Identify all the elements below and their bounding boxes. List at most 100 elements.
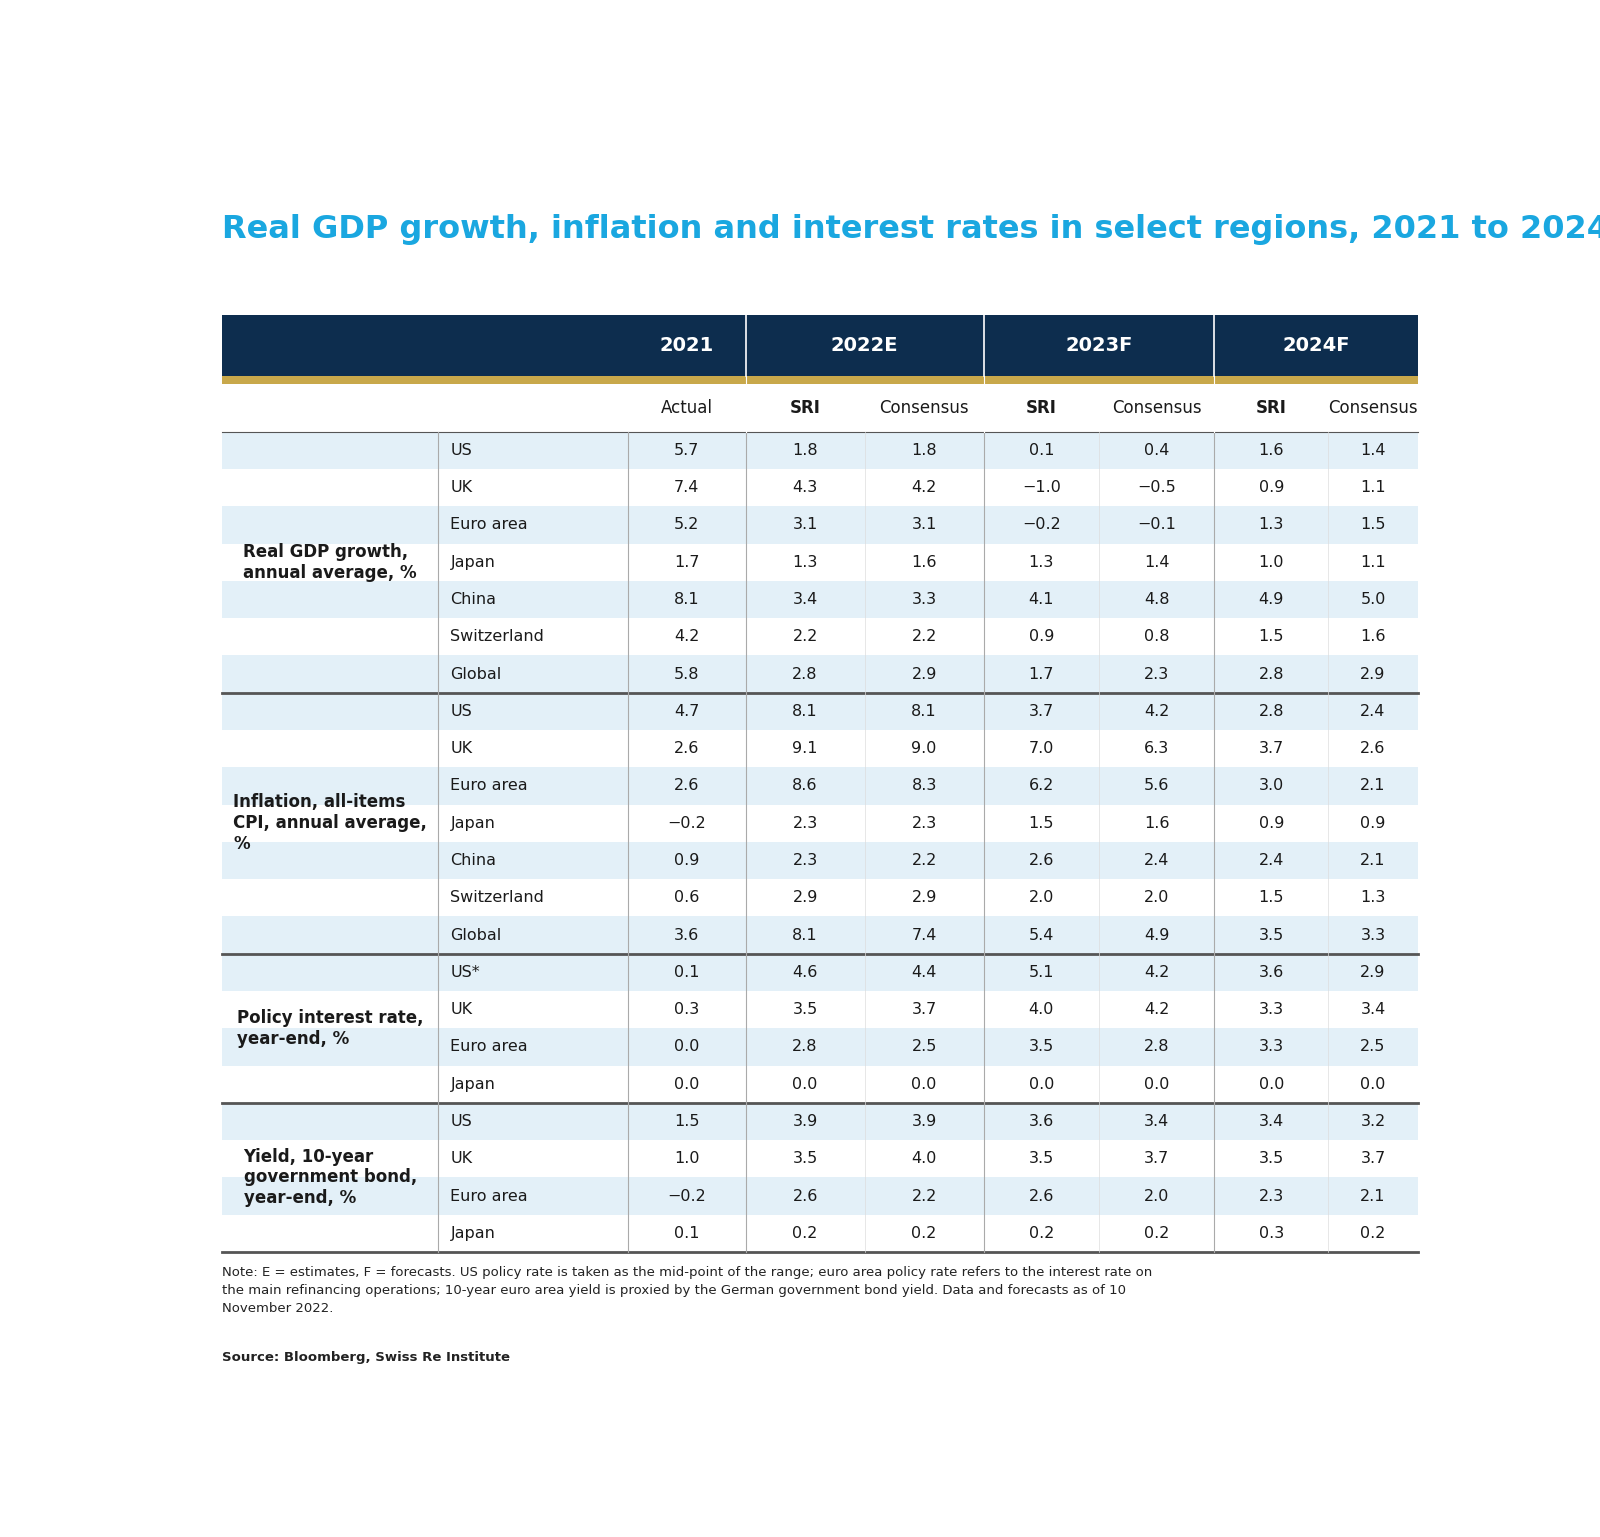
Text: 3.3: 3.3: [912, 592, 936, 607]
Text: 0.0: 0.0: [1259, 1077, 1285, 1091]
Bar: [222, 315, 1418, 377]
Text: 3.4: 3.4: [1144, 1114, 1170, 1130]
Bar: [222, 804, 1418, 842]
Text: 4.6: 4.6: [792, 965, 818, 981]
Text: 2021: 2021: [659, 337, 714, 355]
Text: −0.1: −0.1: [1138, 518, 1176, 532]
Text: 1.0: 1.0: [674, 1151, 699, 1167]
Bar: [222, 991, 1418, 1028]
Text: 3.7: 3.7: [912, 1002, 936, 1017]
Text: Global: Global: [451, 667, 502, 681]
Text: 4.0: 4.0: [1029, 1002, 1054, 1017]
Text: 2023F: 2023F: [1066, 337, 1133, 355]
Text: 2.1: 2.1: [1360, 1188, 1386, 1203]
Text: 8.1: 8.1: [792, 704, 818, 719]
Text: 7.4: 7.4: [912, 927, 938, 942]
Bar: [222, 655, 1418, 693]
Text: 2.3: 2.3: [792, 853, 818, 868]
Text: 0.3: 0.3: [674, 1002, 699, 1017]
Text: Japan: Japan: [451, 555, 496, 570]
Text: SRI: SRI: [790, 400, 821, 417]
Text: 0.8: 0.8: [1144, 629, 1170, 644]
Text: 0.0: 0.0: [792, 1077, 818, 1091]
Text: 1.6: 1.6: [1360, 629, 1386, 644]
Bar: [222, 506, 1418, 544]
Text: 3.5: 3.5: [792, 1002, 818, 1017]
Text: Source: Bloomberg, Swiss Re Institute: Source: Bloomberg, Swiss Re Institute: [222, 1351, 510, 1365]
Text: 1.3: 1.3: [1360, 890, 1386, 905]
Text: 5.1: 5.1: [1029, 965, 1054, 981]
Bar: [222, 1028, 1418, 1065]
Text: 8.6: 8.6: [792, 778, 818, 793]
Text: 2.9: 2.9: [912, 890, 938, 905]
Bar: [222, 1140, 1418, 1177]
Text: 2.8: 2.8: [1144, 1039, 1170, 1054]
Text: 1.1: 1.1: [1360, 480, 1386, 495]
Text: Actual: Actual: [661, 400, 712, 417]
Text: 2.8: 2.8: [1259, 667, 1285, 681]
Text: 1.3: 1.3: [1259, 518, 1285, 532]
Text: 4.2: 4.2: [1144, 1002, 1170, 1017]
Text: 7.4: 7.4: [674, 480, 699, 495]
Text: 3.6: 3.6: [1029, 1114, 1054, 1130]
Text: Japan: Japan: [451, 816, 496, 830]
Text: 2.3: 2.3: [912, 816, 936, 830]
Bar: [222, 544, 1418, 581]
Text: Japan: Japan: [451, 1227, 496, 1240]
Text: 3.3: 3.3: [1259, 1039, 1283, 1054]
Text: 0.0: 0.0: [912, 1077, 938, 1091]
Text: 0.9: 0.9: [674, 853, 699, 868]
Text: 3.3: 3.3: [1259, 1002, 1283, 1017]
Text: UK: UK: [451, 1002, 472, 1017]
Text: 3.5: 3.5: [1259, 1151, 1283, 1167]
Bar: [222, 384, 1418, 432]
Text: US: US: [451, 704, 472, 719]
Text: 1.5: 1.5: [1259, 890, 1285, 905]
Text: 4.2: 4.2: [912, 480, 938, 495]
Text: 2.6: 2.6: [1360, 741, 1386, 756]
Text: 5.7: 5.7: [674, 443, 699, 458]
Text: 0.0: 0.0: [674, 1077, 699, 1091]
Text: UK: UK: [451, 480, 472, 495]
Text: UK: UK: [451, 741, 472, 756]
Text: 4.2: 4.2: [1144, 704, 1170, 719]
Text: 4.9: 4.9: [1144, 927, 1170, 942]
Bar: [222, 842, 1418, 879]
Text: 2.9: 2.9: [792, 890, 818, 905]
Text: 3.0: 3.0: [1259, 778, 1283, 793]
Text: 0.9: 0.9: [1360, 816, 1386, 830]
Text: 1.8: 1.8: [792, 443, 818, 458]
Text: −0.5: −0.5: [1138, 480, 1176, 495]
Text: 9.1: 9.1: [792, 741, 818, 756]
Text: Yield, 10-year
government bond,
year-end, %: Yield, 10-year government bond, year-end…: [243, 1148, 418, 1207]
Bar: [222, 1065, 1418, 1104]
Text: 0.1: 0.1: [674, 965, 699, 981]
Text: 2.5: 2.5: [912, 1039, 938, 1054]
Text: 2.1: 2.1: [1360, 778, 1386, 793]
Text: 0.0: 0.0: [674, 1039, 699, 1054]
Text: SRI: SRI: [1026, 400, 1056, 417]
Text: Note: E = estimates, F = forecasts. US policy rate is taken as the mid-point of : Note: E = estimates, F = forecasts. US p…: [222, 1266, 1152, 1316]
Text: 4.9: 4.9: [1259, 592, 1285, 607]
Text: 2.3: 2.3: [1144, 667, 1170, 681]
Text: 0.0: 0.0: [1144, 1077, 1170, 1091]
Text: Global: Global: [451, 927, 502, 942]
Text: 1.5: 1.5: [1259, 629, 1285, 644]
Text: 1.0: 1.0: [1259, 555, 1285, 570]
Text: 0.6: 0.6: [674, 890, 699, 905]
Text: 2.8: 2.8: [1259, 704, 1285, 719]
Text: 1.6: 1.6: [912, 555, 938, 570]
Text: 1.5: 1.5: [1029, 816, 1054, 830]
Text: Inflation, all-items
CPI, annual average,
%: Inflation, all-items CPI, annual average…: [234, 793, 427, 853]
Text: −0.2: −0.2: [667, 816, 706, 830]
Text: 2.3: 2.3: [792, 816, 818, 830]
Text: 1.6: 1.6: [1144, 816, 1170, 830]
Text: 0.2: 0.2: [1144, 1227, 1170, 1240]
Text: 3.6: 3.6: [674, 927, 699, 942]
Text: 3.9: 3.9: [792, 1114, 818, 1130]
Text: −0.2: −0.2: [667, 1188, 706, 1203]
Text: 1.7: 1.7: [1029, 667, 1054, 681]
Text: 0.3: 0.3: [1259, 1227, 1283, 1240]
Text: 2.4: 2.4: [1259, 853, 1285, 868]
Text: 1.6: 1.6: [1259, 443, 1285, 458]
